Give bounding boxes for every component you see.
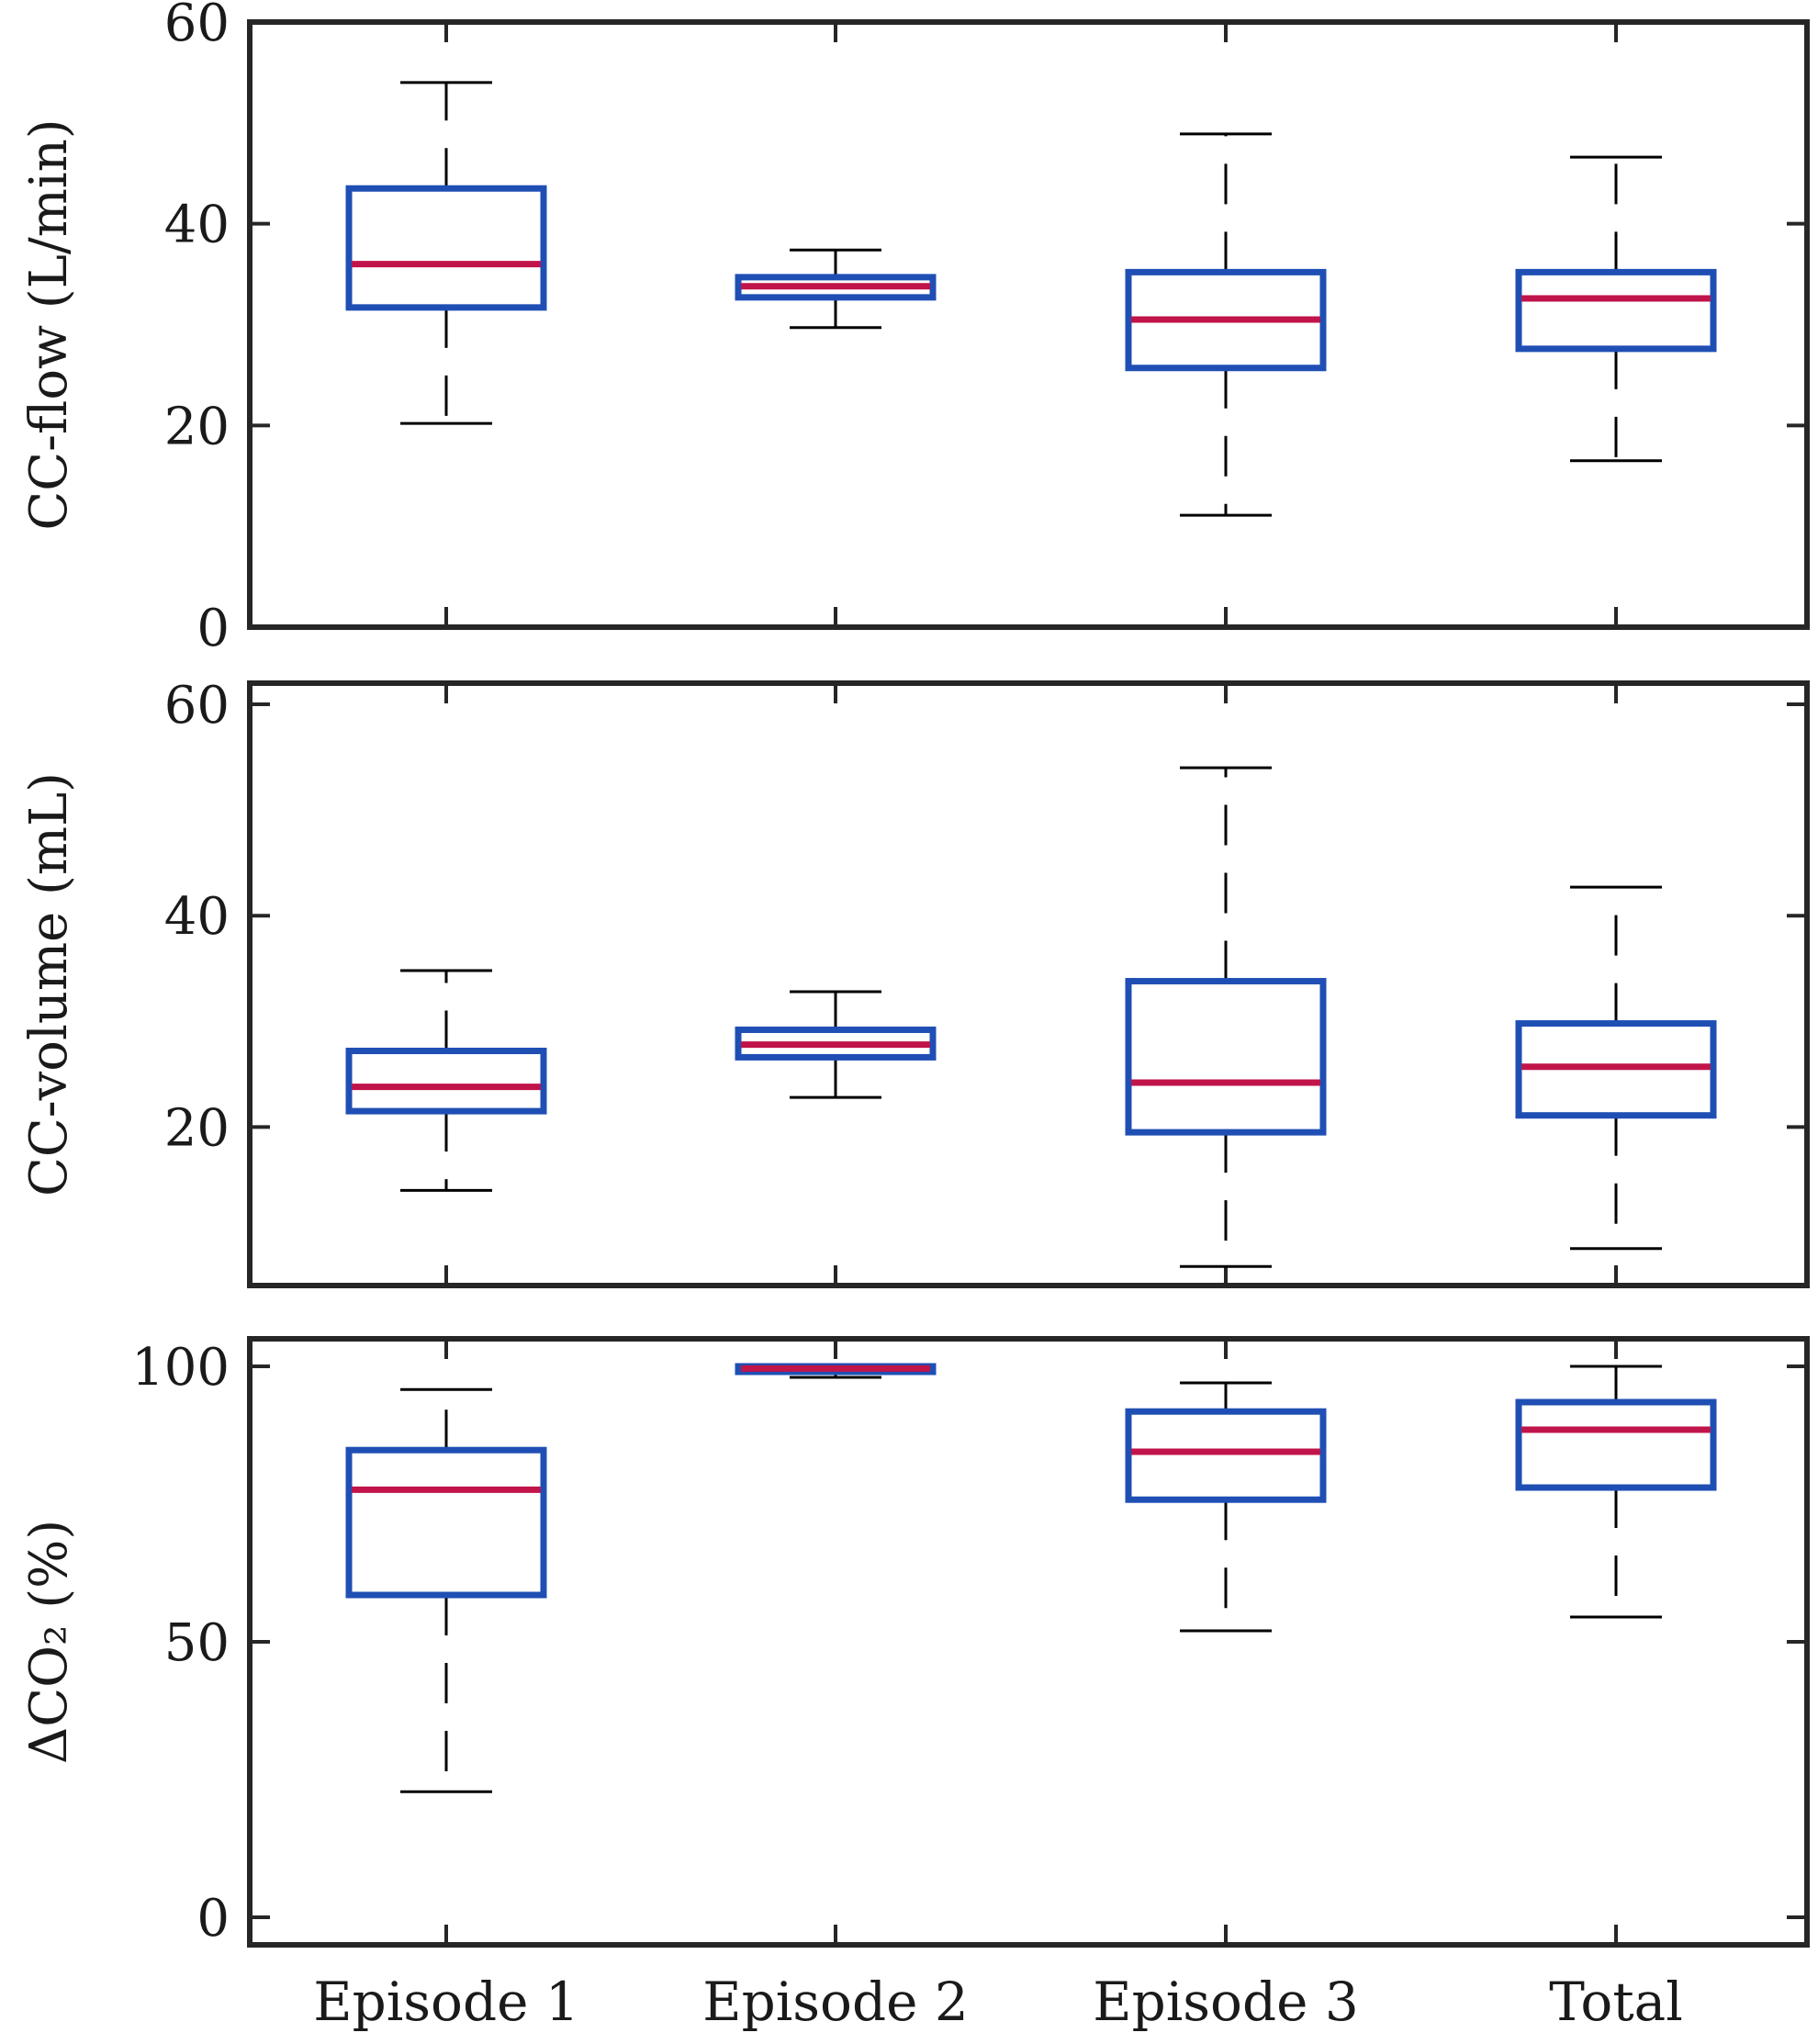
y-tick-label: 0 [196,1889,230,1949]
y-axis-label: CC-volume (mL) [19,772,79,1196]
y-tick-label: 60 [164,676,230,736]
y-axis-label: ΔCO₂ (%) [19,1520,79,1764]
iqr-box [1515,1398,1717,1491]
iqr-box [735,1026,937,1061]
y-tick-label: 40 [164,196,230,255]
iqr-box [1515,1020,1717,1119]
y-tick-label: 40 [164,887,230,947]
iqr-box [1125,978,1327,1136]
x-category-label: Episode 3 [1093,1971,1359,2033]
y-tick-label: 100 [131,1338,230,1398]
y-tick-label: 20 [164,397,230,456]
x-category-label: Episode 2 [702,1971,969,2033]
panel-delta-co2: 0 50 100 ΔCO₂ (%) [19,1336,1810,1949]
x-category-label: Episode 1 [313,1971,579,2033]
iqr-box [1125,268,1327,372]
iqr-box [345,185,547,311]
y-tick-label: 20 [164,1098,230,1158]
panel-cc-flow: 0 20 40 60 CC-flow (L/min) [19,0,1810,658]
y-tick-label: 50 [164,1613,230,1673]
plot-frame [247,680,1810,1288]
y-tick-label: 0 [196,599,230,658]
plot-frame [247,19,1810,630]
y-axis-label: CC-flow (L/min) [19,118,79,530]
iqr-box [1515,268,1717,353]
x-category-label: Total [1549,1971,1683,2033]
iqr-box [1125,1408,1327,1503]
iqr-box [735,274,937,301]
panel-cc-volume: 20 40 60 CC-volume (mL) [19,676,1810,1288]
iqr-box [345,1048,547,1115]
category-axis: Episode 1 Episode 2 Episode 3 Total [313,1971,1683,2033]
iqr-box [345,1446,547,1599]
y-tick-label: 60 [164,0,230,53]
